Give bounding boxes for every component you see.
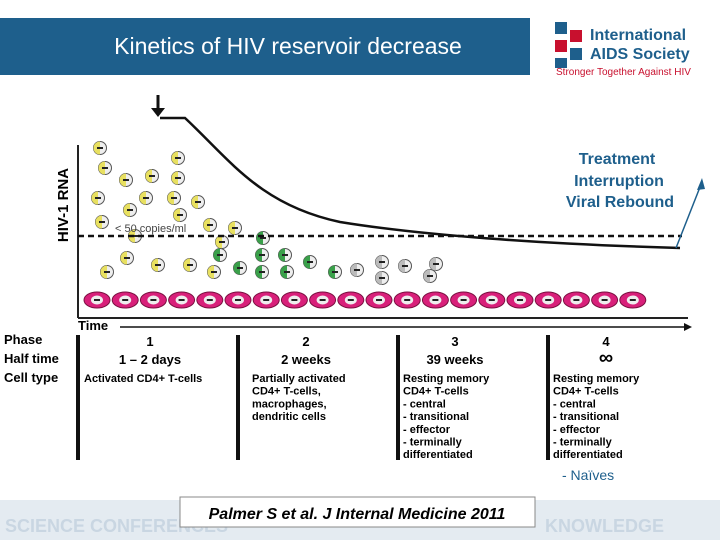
cell-type: Partially activated <box>252 373 346 385</box>
arrowhead <box>697 178 705 190</box>
cell-half <box>167 191 174 205</box>
arrowhead <box>151 108 165 117</box>
cell-half <box>429 257 436 271</box>
cell-type: - transitional <box>553 411 619 423</box>
cell-type: - terminally <box>553 437 613 449</box>
svg-text:KNOWLEDGE: KNOWLEDGE <box>545 516 664 536</box>
cell-half <box>100 265 107 279</box>
cell-type: - transitional <box>403 411 469 423</box>
half-time: ∞ <box>599 347 613 369</box>
cell-type: Resting memory <box>403 373 490 385</box>
cell-type: CD4+ T-cells, <box>252 386 321 398</box>
half-time: 1 – 2 days <box>119 352 181 367</box>
cell-half <box>119 173 126 187</box>
cell-half <box>213 248 220 262</box>
rebound-text: Viral Rebound <box>566 194 674 211</box>
logo-mark <box>555 22 582 68</box>
divider <box>546 335 550 460</box>
cell-half <box>280 265 287 279</box>
cell-half <box>278 248 285 262</box>
cell-type: CD4+ T-cells <box>553 386 619 398</box>
cell-type: Resting memory <box>553 373 640 385</box>
row-label: Half time <box>4 351 59 366</box>
rebound-text: Interruption <box>574 173 664 190</box>
cell-half <box>350 263 357 277</box>
title: Kinetics of HIV reservoir decrease <box>114 33 462 59</box>
cell-half <box>398 259 405 273</box>
cell-type: CD4+ T-cells <box>403 386 469 398</box>
cell-type: - effector <box>553 424 601 436</box>
cell-half <box>191 195 198 209</box>
cells <box>83 141 647 309</box>
cell-half <box>233 261 240 275</box>
half-time: 2 weeks <box>281 352 331 367</box>
cell-half <box>93 141 100 155</box>
x-label: Time <box>78 318 108 333</box>
cell-half <box>303 255 310 269</box>
cell-half <box>328 265 335 279</box>
cell-type: differentiated <box>403 449 473 461</box>
phase: 3 <box>451 334 458 349</box>
title-bar <box>0 18 530 75</box>
svg-text:SCIENCE CONFERENCES: SCIENCE CONFERENCES <box>5 516 228 536</box>
cell-type: - terminally <box>403 437 463 449</box>
logo-text: International <box>590 27 686 44</box>
extra-cell: - Naïves <box>562 467 614 483</box>
logo-tagline: Stronger Together Against HIV <box>556 67 691 78</box>
y-label: HIV-1 RNA <box>55 168 72 242</box>
cell-half <box>203 218 210 232</box>
cell-type: - central <box>403 398 446 410</box>
cell-type: differentiated <box>553 449 623 461</box>
divider <box>236 335 240 460</box>
decay-curve <box>160 116 681 250</box>
cell-half <box>255 248 262 262</box>
logo-text: AIDS Society <box>590 46 690 63</box>
cell-type: Activated CD4+ T-cells <box>84 373 202 385</box>
cell-half <box>145 169 152 183</box>
phase: 1 <box>146 334 153 349</box>
cell-half <box>423 269 430 283</box>
cell-half <box>228 221 235 235</box>
cell-type: - central <box>553 398 596 410</box>
cell-half <box>123 203 130 217</box>
row-label: Cell type <box>4 370 58 385</box>
cell-half <box>171 171 178 185</box>
cell-type: - effector <box>403 424 451 436</box>
arrowhead <box>684 323 692 331</box>
cell-half <box>215 235 222 249</box>
cell-type: macrophages, <box>252 398 327 410</box>
phase: 4 <box>602 334 610 349</box>
threshold: < 50 copies/ml <box>115 223 186 235</box>
rebound-arrow <box>675 181 703 249</box>
cell-half <box>173 208 180 222</box>
cell-half <box>171 151 178 165</box>
cell-half <box>120 251 127 265</box>
rebound-text: Treatment <box>579 151 656 168</box>
cell-half <box>375 271 382 285</box>
citation: Palmer S et al. J Internal Medicine 2011 <box>209 506 506 523</box>
citation-box <box>179 496 536 528</box>
half-time: 39 weeks <box>426 352 483 367</box>
divider <box>76 335 80 460</box>
cell-half <box>139 191 146 205</box>
divider <box>396 335 400 460</box>
footer-words: SCIENCE CONFERENCES KNOWLEDGE <box>5 516 664 536</box>
cell-half <box>91 191 98 205</box>
cell-half <box>95 215 102 229</box>
cell-type: dendritic cells <box>252 411 326 423</box>
row-label: Phase <box>4 332 42 347</box>
cell-half <box>207 265 214 279</box>
cell-half <box>151 258 158 272</box>
cell-half <box>255 265 262 279</box>
cell-half <box>183 258 190 272</box>
cell-half <box>98 161 105 175</box>
phase: 2 <box>302 334 309 349</box>
cell-half <box>375 255 382 269</box>
